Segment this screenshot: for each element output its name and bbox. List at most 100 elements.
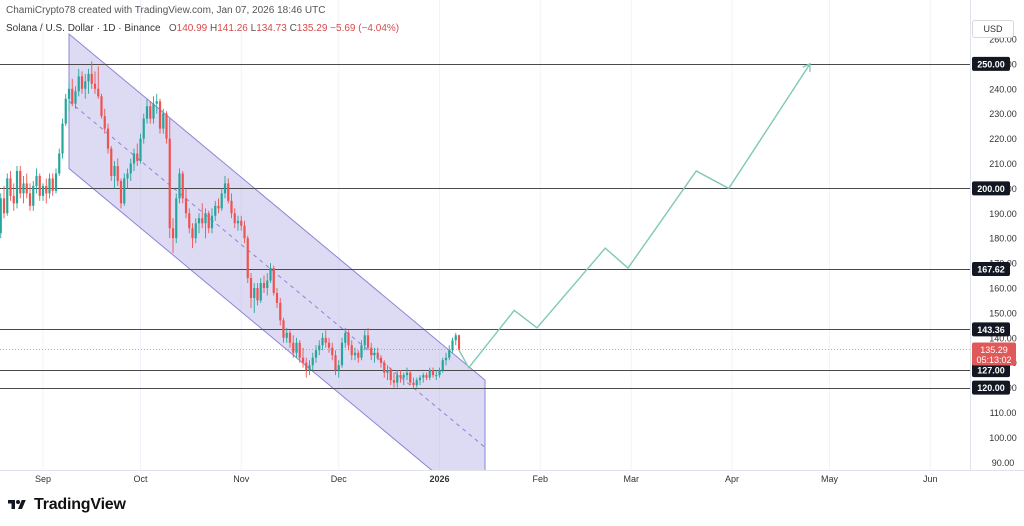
price-tick-label: 190.00: [989, 209, 1017, 219]
candle-body: [38, 175, 41, 196]
time-tick-label: Mar: [624, 474, 640, 484]
candle: [243, 220, 246, 244]
candle: [129, 158, 132, 181]
candle-body: [201, 218, 204, 224]
candle-body: [324, 337, 327, 343]
candle-body: [61, 123, 64, 154]
candle-body: [435, 375, 438, 377]
candle: [97, 66, 100, 99]
level-label-text: 127.00: [977, 366, 1005, 376]
low-value: 134.73: [256, 23, 287, 34]
candle: [9, 170, 12, 201]
candle: [405, 367, 409, 381]
level-label-text: 120.00: [977, 383, 1005, 393]
candle-body: [363, 335, 366, 346]
candle: [311, 352, 314, 371]
candle-body: [448, 350, 451, 358]
candle-body: [318, 345, 321, 351]
candle-body: [223, 183, 227, 194]
currency-selector[interactable]: USD: [972, 20, 1014, 38]
candle: [136, 143, 139, 166]
price-tick-label: 140.00: [989, 333, 1017, 343]
candle-body: [402, 375, 405, 378]
candle-body: [266, 280, 269, 288]
candle: [155, 93, 158, 114]
candle: [58, 148, 61, 176]
candle: [246, 235, 249, 284]
time-axis[interactable]: Sep Oct Nov Dec 2026 Feb Mar Apr May Jun: [35, 474, 938, 484]
candle-body: [158, 101, 162, 129]
candle-body: [165, 113, 168, 139]
candle: [210, 208, 214, 234]
price-tick-label: 110.00: [990, 408, 1017, 418]
candle: [12, 183, 15, 211]
candle: [370, 342, 373, 361]
candle-body: [129, 163, 132, 174]
time-tick-label: Apr: [725, 474, 739, 484]
candle-body: [366, 335, 370, 348]
candle-body: [74, 91, 77, 104]
candle: [337, 360, 340, 378]
candle-body: [412, 382, 415, 386]
candle-body: [415, 380, 418, 386]
candle-body: [155, 101, 158, 104]
candle: [412, 377, 415, 388]
candle-body: [178, 173, 181, 199]
price-tick-label: 210.00: [989, 159, 1017, 169]
candle: [350, 340, 353, 361]
candle-body: [100, 96, 103, 117]
candle: [236, 215, 240, 231]
candle: [435, 370, 438, 381]
candle: [38, 173, 41, 201]
candle: [344, 327, 347, 348]
candle-body: [123, 178, 126, 204]
candle-body: [344, 332, 347, 343]
candle-body: [12, 195, 15, 204]
candle-body: [142, 118, 145, 139]
candle-body: [220, 193, 223, 209]
candle: [220, 188, 223, 211]
candle-body: [451, 340, 454, 351]
candle-body: [243, 225, 246, 239]
price-axis[interactable]: 260.00250.00240.00230.00220.00210.00200.…: [989, 35, 1017, 468]
candle-body: [321, 337, 324, 346]
candle-body: [308, 365, 311, 371]
candle-body: [28, 193, 32, 206]
tradingview-brand[interactable]: TradingView: [6, 496, 126, 514]
price-tick-label: 150.00: [989, 308, 1017, 318]
candle: [77, 68, 80, 97]
candle-body: [383, 362, 386, 373]
candle: [327, 337, 331, 353]
symbol-name[interactable]: Solana / U.S. Dollar · 1D · Binance: [6, 23, 161, 34]
candle: [80, 71, 84, 94]
candle: [428, 367, 431, 381]
candle: [35, 168, 38, 194]
candle: [142, 113, 145, 144]
symbol-info-bar[interactable]: Solana / U.S. Dollar · 1D · Binance O140…: [6, 23, 399, 34]
candle-body: [373, 352, 376, 356]
candle-body: [84, 81, 87, 89]
candle: [175, 193, 178, 244]
candle: [314, 345, 318, 363]
projection-line: [458, 63, 811, 369]
candle: [149, 101, 152, 124]
candle: [197, 213, 201, 234]
candle-body: [184, 198, 188, 214]
candle-body: [2, 198, 6, 214]
candle: [110, 146, 113, 181]
candle: [19, 165, 22, 199]
candle: [54, 168, 58, 194]
candle-body: [188, 213, 191, 229]
candle-body: [0, 198, 2, 234]
channel-group: [68, 32, 486, 470]
candle: [431, 367, 435, 378]
candle: [145, 98, 149, 124]
price-tick-label: 180.00: [989, 234, 1017, 244]
candle: [171, 218, 175, 254]
candle-body: [282, 320, 285, 338]
candle: [32, 180, 35, 211]
price-tick-label: 260.00: [989, 35, 1017, 45]
level-label-bg: [972, 363, 1010, 378]
candle-body: [295, 342, 298, 353]
